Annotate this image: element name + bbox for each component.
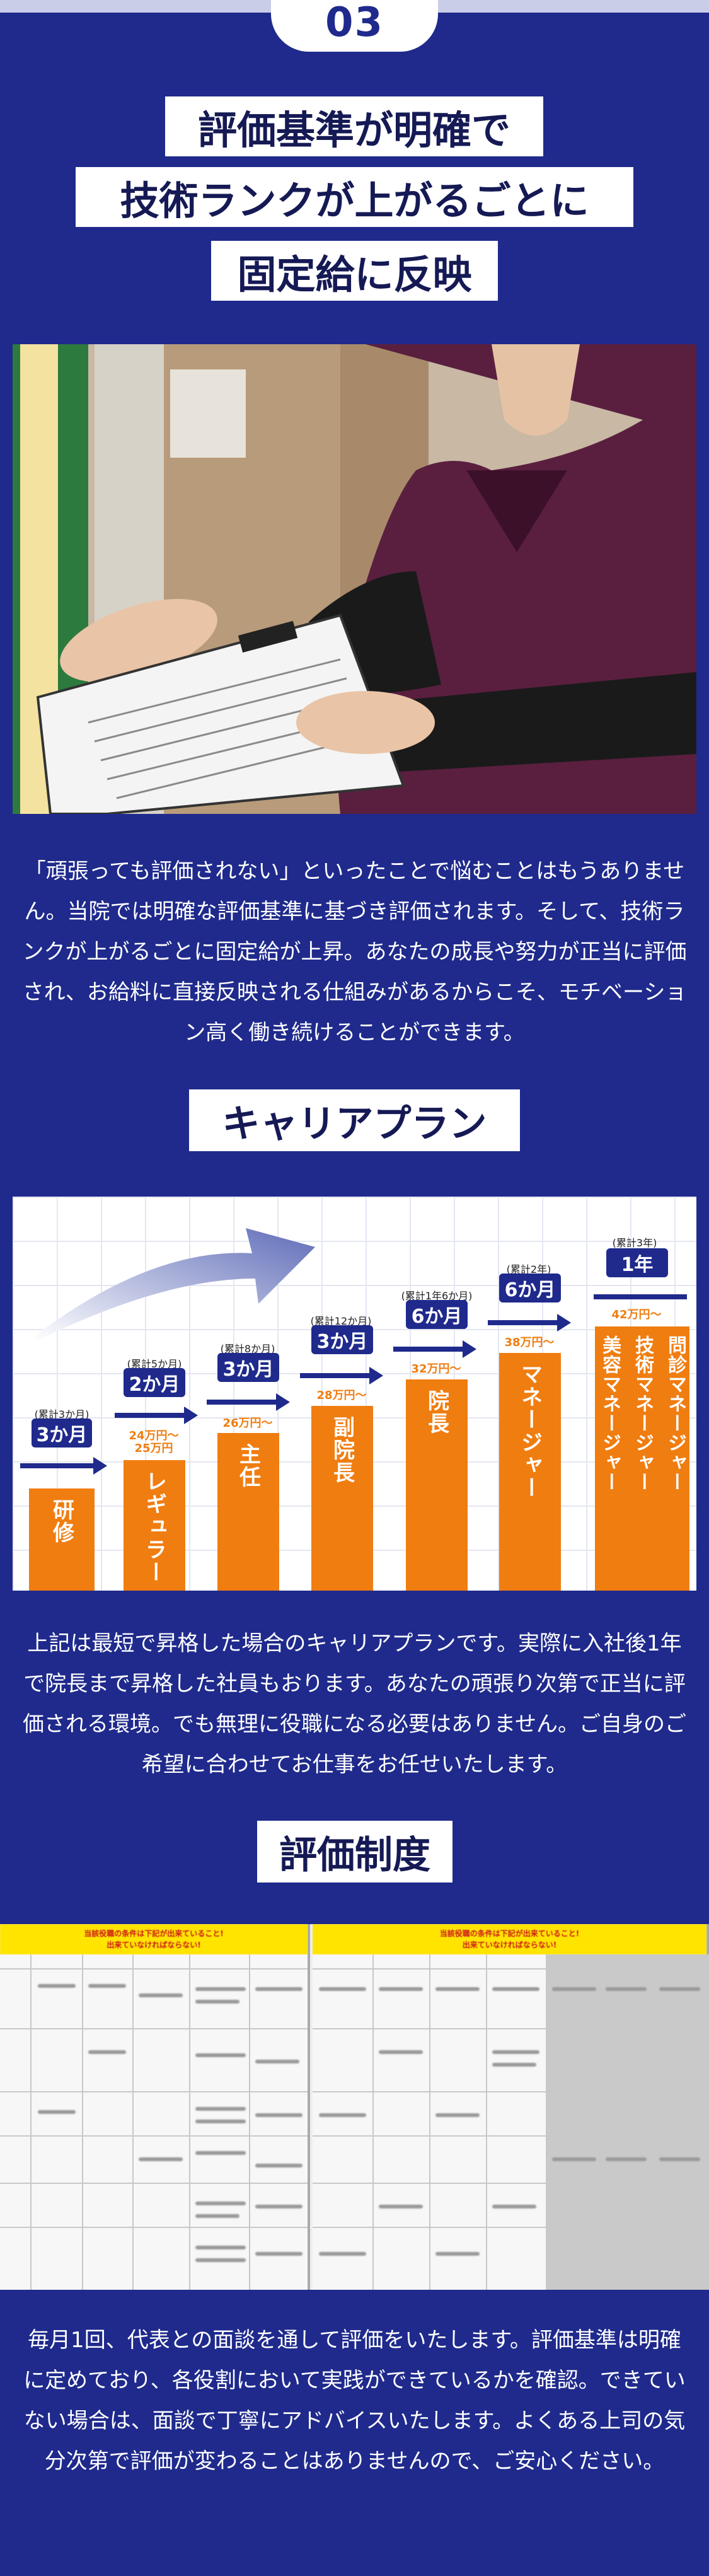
stage-salary: 32万円〜 bbox=[411, 1362, 461, 1376]
stage-period-pill: 6か月 bbox=[406, 1300, 468, 1329]
stage-bar-manager: マネージャー bbox=[499, 1353, 561, 1591]
stage-salary: 28万円〜 bbox=[316, 1389, 367, 1402]
stage-salary: 38万円〜 bbox=[504, 1336, 555, 1349]
stage-arrow bbox=[207, 1400, 277, 1405]
stage-salary: 42万円〜 bbox=[611, 1308, 662, 1321]
headline-line-2: 技術ランクが上がるごとに bbox=[76, 167, 633, 227]
stage-arrow bbox=[115, 1413, 185, 1418]
evaluation-paragraph: 毎月1回、代表との面談を通して評価をいたします。評価基準は明確に定めており、各役… bbox=[23, 2328, 686, 2474]
stage-period-pill: 3か月 bbox=[32, 1419, 92, 1448]
stage-arrow-head bbox=[184, 1407, 198, 1424]
stage-arrow bbox=[488, 1320, 558, 1325]
stage-period-pill: 3か月 bbox=[217, 1353, 279, 1382]
stage-period-pill: 2か月 bbox=[124, 1368, 185, 1397]
stage-arrow bbox=[300, 1373, 371, 1378]
intro-paragraph: 「頑張っても評価されない」といったことで悩むことはもうありません。当院では明確な… bbox=[22, 859, 687, 1045]
role-label-technical-manager: 技術マネージャー bbox=[631, 1335, 654, 1492]
stage-cumulative: (累計3年) bbox=[612, 1237, 657, 1249]
role-label-beauty-manager: 美容マネージャー bbox=[599, 1335, 621, 1492]
stage-period-pill: 3か月 bbox=[311, 1325, 373, 1354]
step-number-badge: 03 bbox=[271, 0, 438, 52]
stage-cumulative: (累計8か月) bbox=[220, 1343, 275, 1355]
staff-photo-illustration bbox=[13, 344, 696, 814]
staff-photo bbox=[13, 344, 696, 814]
stage-bar-training: 研修 bbox=[29, 1488, 95, 1591]
headline-line-3: 固定給に反映 bbox=[211, 241, 498, 301]
headline-line-1: 評価基準が明確で bbox=[165, 96, 543, 156]
stage-bar-senior-managers: 問診マネージャー 技術マネージャー 美容マネージャー bbox=[595, 1326, 689, 1591]
stage-cumulative: (累計12か月) bbox=[310, 1315, 372, 1327]
stage-divider bbox=[594, 1294, 687, 1299]
stage-arrow-head bbox=[276, 1393, 290, 1411]
evaluation-heading: 評価制度 bbox=[257, 1821, 452, 1883]
stage-bar-chief: 主任 bbox=[217, 1433, 279, 1591]
stage-arrow bbox=[393, 1347, 464, 1352]
evaluation-table-image: 当該役職の条件は下記が出来ていること! 出来ていなければならない! bbox=[0, 1924, 709, 2290]
stage-salary: 26万円〜 bbox=[222, 1417, 273, 1430]
step-number: 03 bbox=[325, 0, 384, 46]
stage-arrow-head bbox=[93, 1457, 107, 1475]
stage-cumulative: (累計1年6か月) bbox=[401, 1290, 473, 1302]
stage-period-pill: 6か月 bbox=[499, 1273, 561, 1303]
career-paragraph: 上記は最短で昇格した場合のキャリアプランです。実際に入社後1年で院長まで昇格した… bbox=[23, 1631, 686, 1777]
growth-arrow-icon bbox=[32, 1228, 315, 1340]
stage-bar-regular: レギュラー bbox=[124, 1460, 185, 1591]
stage-arrow bbox=[20, 1463, 95, 1468]
stage-arrow-head bbox=[369, 1367, 383, 1384]
stage-period-pill: 1年 bbox=[606, 1248, 668, 1277]
evaluation-table-right: 当該役職の条件は下記が出来ていること! 出来ていなければならない! bbox=[313, 1924, 709, 2290]
stage-cumulative: (累計2年) bbox=[506, 1263, 551, 1275]
career-plan-chart: (累計3か月) 3か月 研修 (累計5か月) 2か月 24万円〜 25万円 レギ… bbox=[13, 1197, 696, 1591]
stage-bar-vice-director: 副院長 bbox=[311, 1406, 373, 1591]
evaluation-table-header: 当該役職の条件は下記が出来ていること! 出来ていなければならない! bbox=[0, 1924, 308, 1954]
stage-cumulative: (累計3か月) bbox=[34, 1408, 89, 1420]
stage-arrow-head bbox=[463, 1340, 476, 1358]
evaluation-table-left: 当該役職の条件は下記が出来ていること! 出来ていなければならない! bbox=[0, 1924, 310, 2290]
stage-bar-director: 院長 bbox=[406, 1379, 468, 1591]
stage-salary: 24万円〜 25万円 bbox=[129, 1429, 179, 1455]
role-label-interview-manager: 問診マネージャー bbox=[664, 1335, 686, 1492]
evaluation-table-header: 当該役職の条件は下記が出来ていること! 出来ていなければならない! bbox=[313, 1924, 706, 1954]
stage-cumulative: (累計5か月) bbox=[127, 1358, 182, 1370]
career-plan-heading: キャリアプラン bbox=[189, 1089, 520, 1151]
stage-arrow-head bbox=[557, 1314, 571, 1332]
